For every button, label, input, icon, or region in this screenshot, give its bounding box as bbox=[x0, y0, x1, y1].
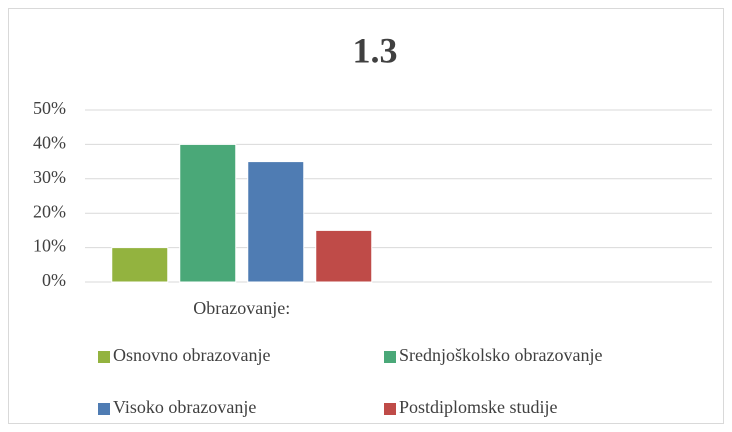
bar bbox=[315, 229, 373, 283]
chart-border bbox=[8, 8, 724, 424]
bar bbox=[179, 143, 237, 283]
y-tick-label: 30% bbox=[33, 167, 66, 187]
legend-swatch bbox=[384, 403, 396, 415]
y-tick-label: 0% bbox=[42, 270, 66, 290]
y-tick-label: 20% bbox=[33, 201, 66, 221]
legend-swatch bbox=[98, 403, 110, 415]
y-tick-label: 50% bbox=[33, 98, 66, 118]
y-tick-label: 10% bbox=[33, 236, 66, 256]
legend-label: Srednjoškolsko obrazovanje bbox=[399, 345, 602, 365]
legend-swatch bbox=[98, 351, 110, 363]
legend-swatch bbox=[384, 351, 396, 363]
bar bbox=[247, 161, 305, 283]
y-tick-label: 40% bbox=[33, 133, 66, 153]
legend-label: Visoko obrazovanje bbox=[113, 397, 256, 417]
legend-label: Postdiplomske studije bbox=[399, 397, 558, 417]
legend-label: Osnovno obrazovanje bbox=[113, 345, 270, 365]
chart-title: 1.3 bbox=[353, 30, 398, 70]
x-tick-label: Obrazovanje: bbox=[193, 298, 290, 318]
bar bbox=[111, 247, 169, 283]
